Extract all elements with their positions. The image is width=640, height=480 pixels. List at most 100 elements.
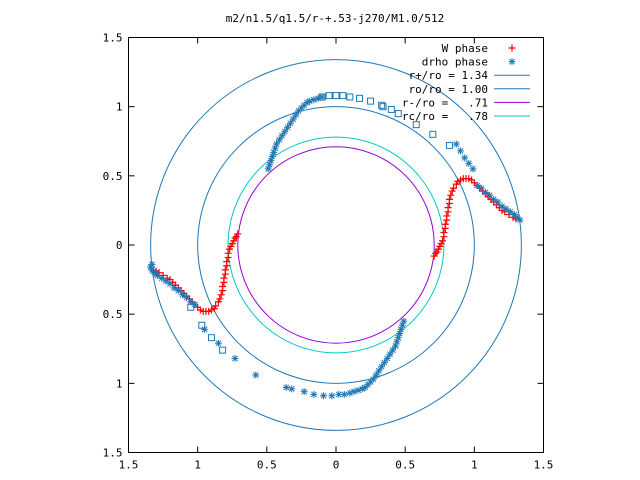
data-point (364, 381, 372, 389)
data-point (281, 128, 289, 136)
data-point (231, 354, 239, 362)
data-point (386, 350, 394, 358)
data-point (166, 280, 174, 288)
data-point (320, 392, 328, 400)
data-point (461, 154, 469, 162)
data-point (354, 386, 362, 394)
x-tick-label: 1.5 (534, 459, 554, 472)
data-point (394, 334, 402, 342)
chart-title: m2/n1.5/q1.5/r-+.53-j270/M1.0/512 (226, 12, 445, 25)
data-point (516, 216, 524, 224)
data-point (445, 195, 453, 203)
x-tick-label: 0.5 (395, 459, 415, 472)
data-point (361, 383, 369, 391)
data-point (469, 165, 477, 173)
x-tick-label: 1 (471, 459, 478, 472)
data-point (232, 233, 240, 241)
data-point (439, 237, 447, 245)
data-point (358, 385, 366, 393)
data-point (432, 249, 440, 257)
data-point (221, 270, 229, 278)
data-point (498, 202, 506, 210)
x-tick-label: 0 (333, 459, 340, 472)
data-point (303, 99, 311, 107)
data-point (393, 338, 401, 346)
data-point (187, 303, 195, 311)
data-point (162, 277, 170, 285)
legend-label: r-/ro = .71 (402, 96, 488, 109)
data-point (380, 359, 388, 367)
data-point (447, 191, 455, 199)
data-point (346, 389, 354, 397)
data-point (289, 115, 297, 123)
data-point (429, 130, 437, 138)
data-point (332, 92, 340, 100)
data-point (292, 111, 300, 119)
data-point (444, 204, 452, 212)
legend-label: r+/ro = 1.34 (409, 69, 489, 82)
data-point (170, 284, 178, 292)
data-point (300, 388, 308, 396)
data-point (268, 152, 276, 160)
data-point (174, 287, 182, 295)
data-point (378, 101, 386, 109)
data-point (219, 346, 227, 354)
legend-marker (508, 58, 516, 66)
data-point (266, 161, 274, 169)
data-point (191, 300, 199, 308)
data-point (201, 325, 209, 333)
data-point (306, 97, 314, 105)
legend-label: drho phase (422, 56, 488, 69)
data-point (297, 104, 305, 112)
data-point (356, 94, 364, 102)
legend-label: W phase (442, 42, 488, 55)
data-point (394, 110, 402, 118)
data-point (412, 121, 420, 129)
reference-circles (150, 59, 522, 431)
x-axis-ticks: 1.5 1 0.5 0 0.5 1 1.5 (119, 37, 554, 472)
data-point (310, 96, 318, 104)
data-point (490, 195, 498, 203)
data-point (367, 97, 375, 105)
data-point (506, 208, 514, 216)
circle-0 (150, 59, 522, 431)
y-tick-label: 1 (116, 377, 123, 390)
data-point (513, 213, 521, 221)
data-point (158, 274, 166, 282)
series-1 (147, 93, 524, 400)
data-point (335, 390, 343, 398)
data-point (214, 298, 222, 306)
data-point (183, 294, 191, 302)
data-point (310, 390, 318, 398)
data-point (372, 371, 380, 379)
legend-marker (508, 44, 516, 52)
y-tick-label: 0 (116, 239, 123, 252)
x-tick-label: 1.5 (119, 459, 139, 472)
data-point (224, 253, 232, 261)
data-point (300, 101, 308, 109)
data-point (264, 165, 272, 173)
data-point (252, 371, 260, 379)
data-point (220, 278, 228, 286)
data-point (275, 136, 283, 144)
data-point (481, 188, 489, 196)
x-tick-label: 1 (194, 459, 201, 472)
data-point (198, 321, 206, 329)
data-point (350, 388, 358, 396)
data-point (178, 291, 186, 299)
data-point (510, 211, 518, 219)
data-point (477, 184, 485, 192)
data-point (148, 260, 156, 268)
data-point (486, 191, 494, 199)
data-point (225, 245, 233, 253)
circle-2 (237, 146, 435, 344)
data-point (502, 205, 510, 213)
data-point (457, 147, 464, 155)
data-point (494, 198, 502, 206)
data-point (398, 321, 406, 329)
data-point (346, 93, 354, 101)
data-point (441, 220, 449, 228)
data-point (278, 132, 286, 140)
